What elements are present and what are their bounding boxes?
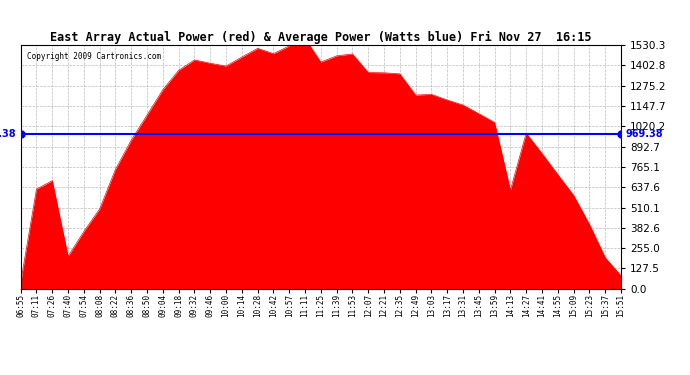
Text: 969.38: 969.38 [0, 129, 16, 140]
Text: 969.38: 969.38 [626, 129, 663, 140]
Text: Copyright 2009 Cartronics.com: Copyright 2009 Cartronics.com [27, 53, 161, 61]
Title: East Array Actual Power (red) & Average Power (Watts blue) Fri Nov 27  16:15: East Array Actual Power (red) & Average … [50, 31, 591, 44]
